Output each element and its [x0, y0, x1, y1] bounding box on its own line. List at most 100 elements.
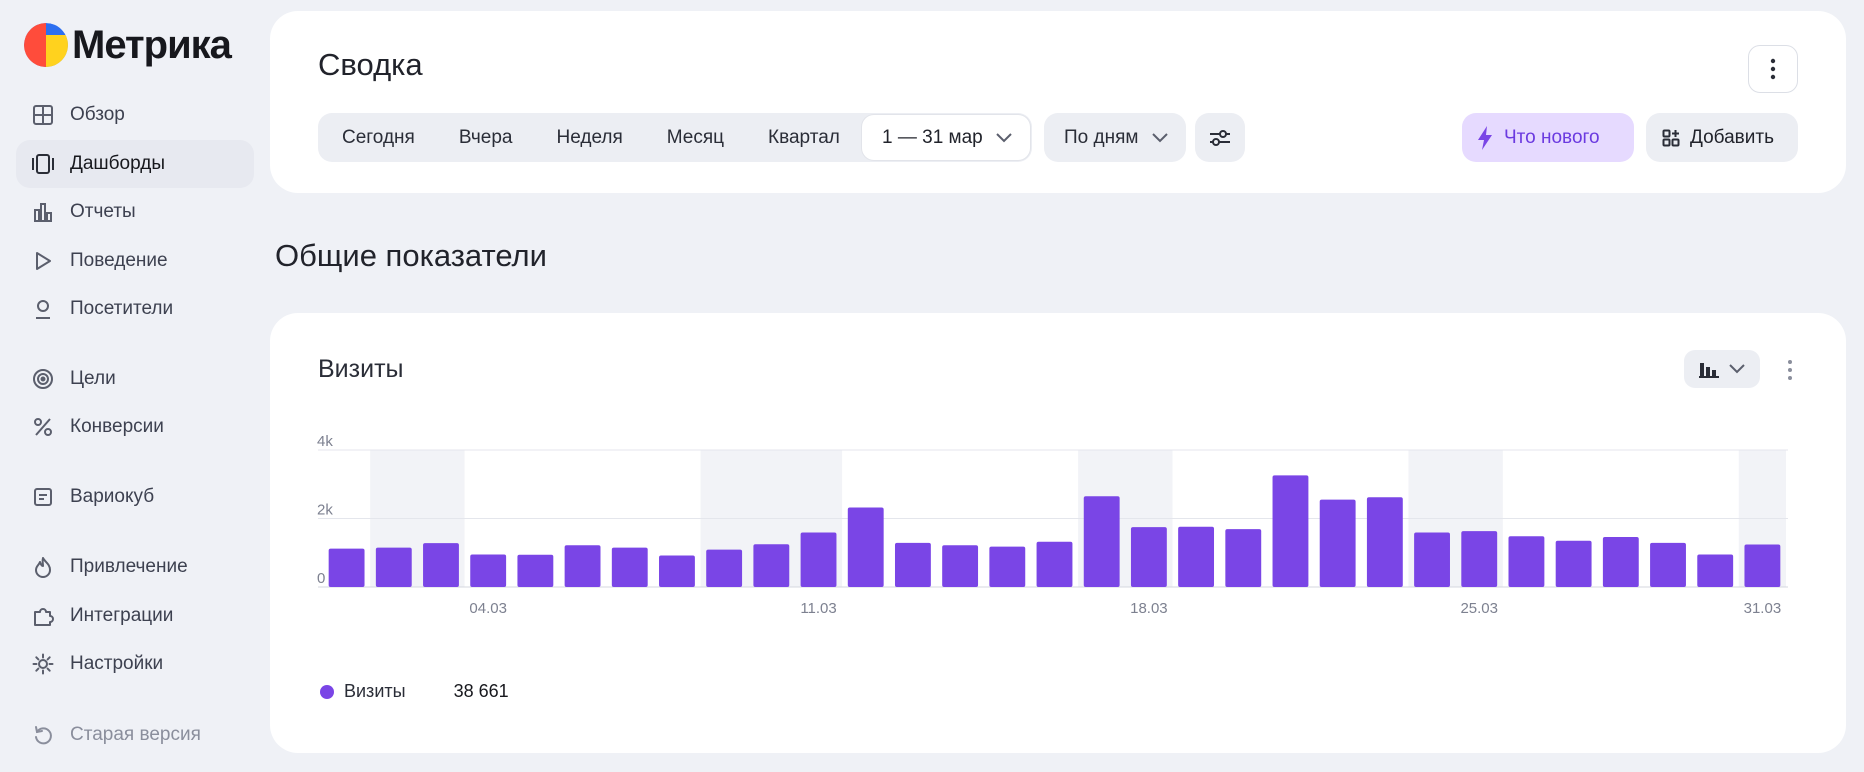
bar: [1225, 529, 1262, 587]
x-tick-label: 18.03: [1130, 600, 1168, 617]
bar: [328, 548, 365, 587]
lightning-icon: [1478, 125, 1492, 150]
sidebar-item-label: Интеграции: [70, 605, 174, 626]
header-card: Сводка Сегодня Вчера Неделя Месяц Кварта…: [270, 11, 1846, 193]
sidebar: Метрика Обзор Дашборды Отчеты Поведение …: [0, 0, 270, 772]
grouping-dropdown[interactable]: По дням: [1044, 113, 1186, 162]
whats-new-button[interactable]: Что нового: [1462, 113, 1634, 162]
bar: [1178, 526, 1215, 587]
bar: [1130, 527, 1167, 587]
bar: [517, 554, 554, 587]
bar: [1319, 499, 1356, 587]
chevron-down-icon: [1729, 364, 1745, 374]
undo-icon: [30, 722, 56, 748]
add-widget-button[interactable]: Добавить: [1646, 113, 1798, 162]
bar: [1555, 540, 1592, 587]
x-tick-label: 31.03: [1744, 600, 1782, 617]
bar-chart-icon: [30, 199, 56, 225]
date-range-picker[interactable]: 1 — 31 мар: [862, 115, 1030, 160]
sidebar-item-goals[interactable]: Цели: [16, 355, 254, 403]
sidebar-item-label: Отчеты: [70, 201, 136, 222]
logo-text: Метрика: [72, 22, 232, 67]
period-selector: Сегодня Вчера Неделя Месяц Квартал 1 — 3…: [318, 113, 1032, 162]
chevron-down-icon: [996, 132, 1012, 142]
sidebar-item-dashboards[interactable]: Дашборды: [16, 140, 254, 188]
cube-icon: [30, 484, 56, 510]
sidebar-item-behavior[interactable]: Поведение: [16, 237, 254, 285]
bar: [423, 543, 459, 587]
add-label: Добавить: [1690, 126, 1774, 148]
bar: [894, 542, 931, 587]
puzzle-icon: [30, 603, 56, 629]
sidebar-item-integrations[interactable]: Интеграции: [16, 592, 254, 640]
y-tick-label: 2k: [317, 502, 333, 519]
chart-legend: Визиты 38 661: [320, 681, 509, 702]
chart-menu-button[interactable]: [1782, 357, 1798, 383]
percent-icon: [30, 414, 56, 440]
bar: [470, 554, 507, 587]
page-title: Сводка: [318, 47, 423, 82]
period-today-button[interactable]: Сегодня: [342, 126, 415, 148]
bar: [1461, 531, 1498, 587]
bar: [375, 547, 412, 587]
sidebar-item-acquisition[interactable]: Привлечение: [16, 543, 254, 591]
bar: [1602, 536, 1639, 587]
sidebar-item-label: Конверсии: [70, 416, 164, 437]
visits-bar-chart: 0 2k 4k 04.03 11.03 18.03 25.03 31.03: [317, 433, 1788, 617]
sidebar-item-conversions[interactable]: Конверсии: [16, 403, 254, 451]
grouping-label: По дням: [1064, 126, 1139, 148]
bar: [847, 507, 884, 587]
more-menu-button[interactable]: [1748, 45, 1798, 93]
bar: [611, 547, 648, 587]
logo[interactable]: Метрика: [24, 22, 232, 68]
date-range-label: 1 — 31 мар: [882, 126, 983, 148]
bar: [564, 545, 601, 587]
y-tick-label: 0: [317, 570, 325, 587]
period-yesterday-button[interactable]: Вчера: [458, 126, 513, 148]
bar: [800, 532, 837, 587]
bar: [1036, 541, 1073, 587]
period-month-button[interactable]: Месяц: [666, 126, 725, 148]
bar: [1508, 536, 1545, 587]
dashboards-icon: [30, 151, 56, 177]
y-tick-label: 4k: [317, 433, 333, 450]
section-title: Общие показатели: [275, 238, 547, 273]
legend-total-value: 38 661: [453, 681, 509, 701]
sidebar-item-label: Дашборды: [70, 153, 165, 174]
whats-new-label: Что нового: [1504, 126, 1600, 148]
chart-type-dropdown[interactable]: [1684, 350, 1760, 388]
sidebar-item-label: Старая версия: [70, 724, 201, 745]
bar: [989, 546, 1026, 587]
sidebar-item-reports[interactable]: Отчеты: [16, 188, 254, 236]
target-icon: [30, 366, 56, 392]
legend-marker: [320, 684, 334, 699]
bar: [659, 555, 695, 587]
sidebar-item-label: Цели: [70, 368, 116, 389]
sidebar-item-settings[interactable]: Настройки: [16, 640, 254, 688]
bar: [1697, 554, 1734, 587]
sidebar-item-label: Посетители: [70, 298, 174, 319]
sidebar-item-overview[interactable]: Обзор: [16, 91, 254, 139]
bar: [1366, 497, 1403, 587]
more-vertical-icon: [1788, 360, 1792, 380]
sidebar-item-old-version[interactable]: Старая версия: [16, 711, 254, 759]
bar-chart-icon: [1699, 363, 1719, 378]
period-quarter-button[interactable]: Квартал: [768, 126, 840, 148]
bar: [1083, 496, 1120, 587]
chevron-down-icon: [1152, 132, 1168, 142]
period-week-button[interactable]: Неделя: [556, 126, 623, 148]
sidebar-item-visitors[interactable]: Посетители: [16, 285, 254, 333]
x-tick-label: 11.03: [800, 600, 836, 617]
sidebar-item-label: Настройки: [70, 653, 164, 674]
x-tick-label: 25.03: [1460, 600, 1498, 617]
bar: [753, 544, 790, 587]
filters-button[interactable]: [1195, 113, 1245, 162]
x-tick-label: 04.03: [469, 600, 507, 617]
sidebar-item-label: Вариокуб: [70, 486, 155, 507]
sidebar-item-label: Привлечение: [70, 556, 188, 577]
sliders-icon: [1210, 129, 1230, 146]
sidebar-item-variocube[interactable]: Вариокуб: [16, 473, 254, 521]
bar: [942, 545, 979, 587]
bar: [706, 549, 743, 587]
metrika-logo-icon: [24, 23, 68, 67]
